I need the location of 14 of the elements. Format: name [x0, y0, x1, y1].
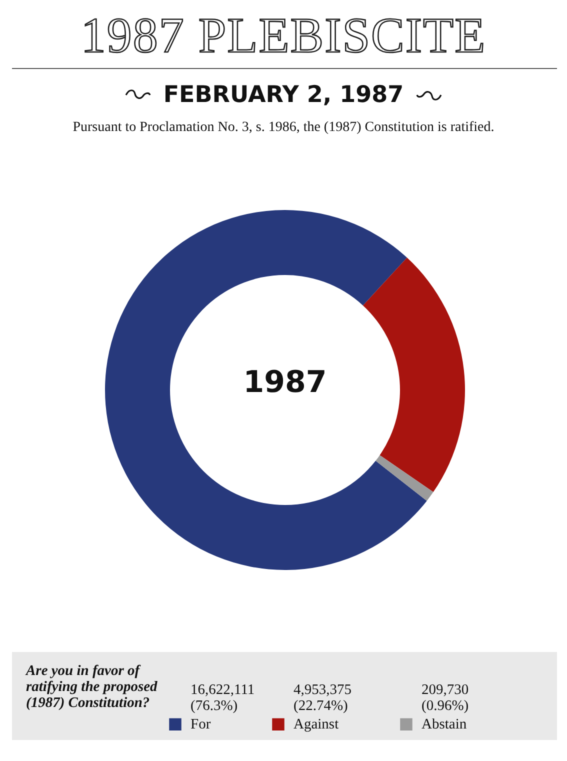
data-label: 4,953,375 (22.74%) [294, 682, 352, 714]
donut-slice [105, 210, 427, 570]
legend-title: Are you in favor of ratifying the proposed (1987) Constitution? [26, 663, 158, 713]
chart-title: 1987 PLEBISCITE [80, 6, 488, 64]
legend-label: Against [294, 716, 339, 732]
donut-slice [362, 258, 465, 492]
chart-subtitle: FEBRUARY 2, 1987 [163, 82, 404, 108]
data-label: 209,730 (0.96%) [422, 682, 470, 714]
text: 1987 [242, 365, 328, 400]
data-label: 16,622,111 (76.3%) [190, 682, 256, 714]
text: Pursuant to Proclamation No. 3, s. 1986, the (1987) Constitution is ratified. [72, 120, 496, 136]
legend-label: For [190, 716, 211, 732]
legend-label: Abstain [422, 716, 468, 732]
donut-slice [376, 455, 434, 501]
